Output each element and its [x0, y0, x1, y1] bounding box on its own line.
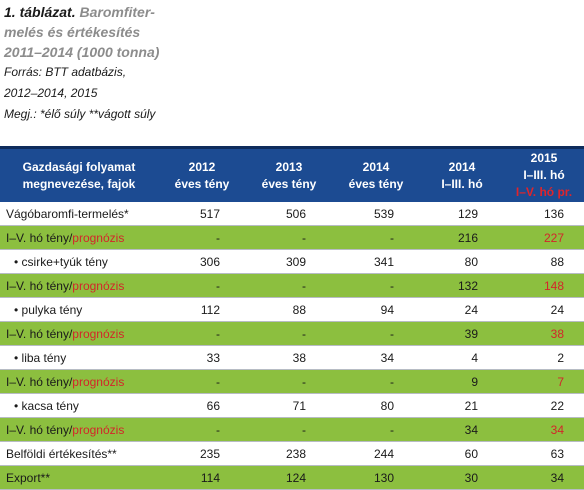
header-col-2012: 2012 éves tény — [158, 146, 246, 202]
header-col-category: Gazdasági folyamat megnevezése, fajok — [0, 146, 158, 202]
table-row: • csirke+tyúk tény 306 309 341 80 88 — [0, 249, 584, 274]
poultry-table: Gazdasági folyamat megnevezése, fajok 201… — [0, 146, 584, 490]
caption-number: 1. táblázat. — [4, 4, 76, 20]
caption-source-line2: 2012–2014, 2015 — [4, 86, 98, 100]
table-row: Vágóbaromfi-termelés* 517 506 539 129 13… — [0, 202, 584, 226]
header-col-2013: 2013 éves tény — [246, 146, 332, 202]
table-header-row: Gazdasági folyamat megnevezése, fajok 201… — [0, 146, 584, 202]
table-row: Belföldi értékesítés** 235 238 244 60 63 — [0, 441, 584, 466]
header-col-2015: 2015 I–III. hó I–V. hó pr. — [504, 146, 584, 202]
table-row-forecast: I–V. hó tény/prognózis - - - 34 34 — [0, 417, 584, 442]
table-row-export: Export** 114 124 130 30 34 — [0, 465, 584, 490]
table-row-forecast: I–V. hó tény/prognózis - - - 9 7 — [0, 369, 584, 394]
header-col-2014-q: 2014 I–III. hó — [420, 146, 504, 202]
table-row-forecast: I–V. hó tény/prognózis - - - 216 227 — [0, 225, 584, 250]
table-caption: 1. táblázat. Baromfiter- melés és értéke… — [4, 2, 159, 125]
table-row-forecast: I–V. hó tény/prognózis - - - 39 38 — [0, 321, 584, 346]
header-col-2014: 2014 éves tény — [332, 146, 420, 202]
caption-title: 1. táblázat. Baromfiter- — [4, 2, 159, 22]
table-row: • pulyka tény 112 88 94 24 24 — [0, 297, 584, 322]
table-row-forecast: I–V. hó tény/prognózis - - - 132 148 — [0, 273, 584, 298]
caption-note: Megj.: *élő súly **vágott súly — [4, 107, 156, 121]
table-row: • kacsa tény 66 71 80 21 22 — [0, 393, 584, 418]
caption-title-line3: 2011–2014 (1000 tonna) — [4, 44, 160, 60]
caption-title-line2: melés és értékesítés — [4, 24, 141, 40]
table-row: • liba tény 33 38 34 4 2 — [0, 345, 584, 370]
caption-title-line1: Baromfiter- — [79, 4, 155, 20]
caption-source-line1: Forrás: BTT adatbázis, — [4, 65, 127, 79]
